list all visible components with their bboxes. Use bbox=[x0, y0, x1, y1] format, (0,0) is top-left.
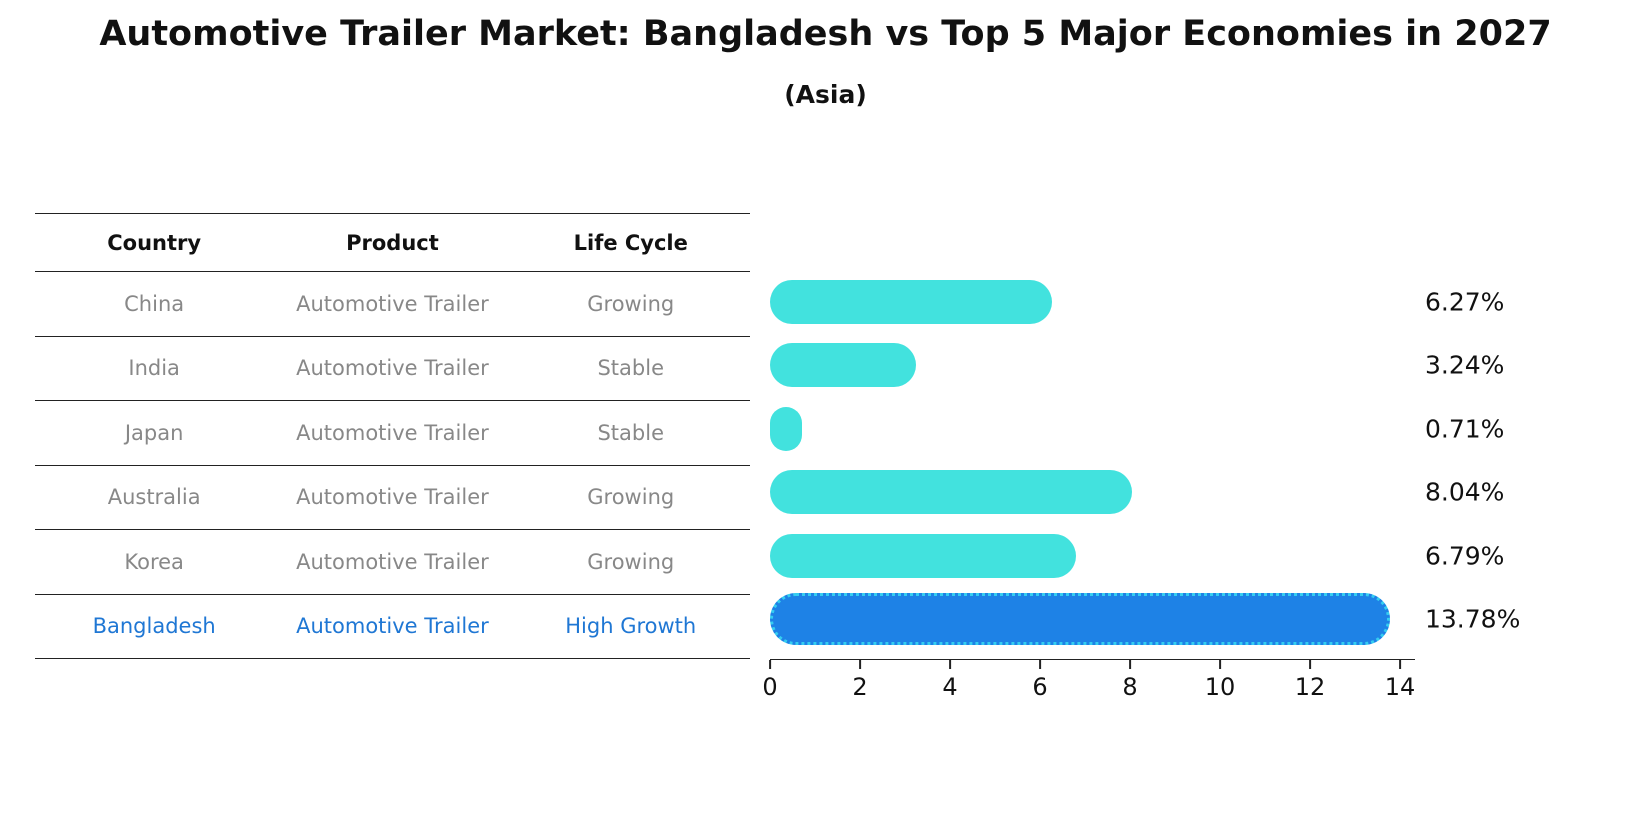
page-subtitle: (Asia) bbox=[784, 80, 867, 109]
table-rows: China Automotive Trailer Growing India Autom… bbox=[35, 272, 750, 659]
value-label-japan: 0.71% bbox=[1425, 414, 1505, 444]
value-label-korea: 6.79% bbox=[1425, 541, 1505, 571]
table-row-australia: Australia Automotive Trailer Growing bbox=[35, 466, 750, 530]
cell-life-cycle: Stable bbox=[597, 420, 664, 445]
cell-product: Automotive Trailer bbox=[296, 549, 489, 574]
chart-row-bangladesh: 13.78% bbox=[770, 588, 1651, 652]
x-axis-tick-label: 4 bbox=[942, 673, 958, 701]
x-axis-tick-label: 2 bbox=[852, 673, 868, 701]
bar-japan bbox=[770, 406, 802, 451]
cell-country: Korea bbox=[124, 549, 184, 574]
x-axis-tick bbox=[769, 660, 771, 669]
x-axis-tick bbox=[859, 660, 861, 669]
cell-country: India bbox=[128, 356, 180, 381]
bar-china bbox=[770, 279, 1053, 324]
cell-life-cycle: Growing bbox=[587, 549, 675, 574]
table-row-bangladesh: Bangladesh Automotive Trailer High Growth bbox=[35, 595, 750, 659]
chart-row-korea: 6.79% bbox=[770, 524, 1651, 588]
x-axis: 0 2 4 6 8 10 12 14 bbox=[762, 659, 1470, 719]
bar-bangladesh bbox=[770, 593, 1391, 646]
market-table: Country Product Life Cycle China Automoti… bbox=[35, 213, 750, 659]
cell-country: Bangladesh bbox=[92, 614, 216, 639]
x-axis-tick-label: 10 bbox=[1204, 673, 1236, 701]
bar-india bbox=[770, 343, 916, 388]
x-axis-tick bbox=[1309, 660, 1311, 669]
chart-row-india: 3.24% bbox=[770, 334, 1651, 398]
table-header-row: Country Product Life Cycle bbox=[35, 213, 750, 272]
page-title: Automotive Trailer Market: Bangladesh vs… bbox=[99, 14, 1552, 54]
cell-product: Automotive Trailer bbox=[296, 485, 489, 510]
x-axis-tick-label: 12 bbox=[1294, 673, 1326, 701]
header-life-cycle: Life Cycle bbox=[573, 230, 688, 255]
cell-country: Japan bbox=[124, 420, 184, 445]
cell-country: China bbox=[124, 291, 185, 316]
cell-product: Automotive Trailer bbox=[296, 420, 489, 445]
x-axis-tick bbox=[1129, 660, 1131, 669]
cell-product: Automotive Trailer bbox=[296, 614, 489, 639]
table-row-india: India Automotive Trailer Stable bbox=[35, 337, 750, 401]
value-label-bangladesh: 13.78% bbox=[1425, 604, 1521, 634]
x-axis-tick-label: 6 bbox=[1032, 673, 1048, 701]
x-axis-tick bbox=[1219, 660, 1221, 669]
header-product: Product bbox=[346, 230, 439, 255]
value-label-china: 6.27% bbox=[1425, 287, 1505, 317]
cell-country: Australia bbox=[107, 485, 201, 510]
x-axis-tick-label: 8 bbox=[1122, 673, 1138, 701]
x-axis-line bbox=[770, 659, 1415, 660]
bar-chart: 6.27% 3.24% 0.71% 8.04% 6.79% 13.78% 0 2 4 6 8 10 1… bbox=[762, 270, 1651, 823]
value-label-india: 3.24% bbox=[1425, 350, 1505, 380]
x-axis-tick bbox=[1399, 660, 1401, 669]
cell-product: Automotive Trailer bbox=[296, 356, 489, 381]
header-country: Country bbox=[107, 230, 202, 255]
bar-australia bbox=[770, 470, 1132, 515]
chart-row-australia: 8.04% bbox=[770, 461, 1651, 525]
x-axis-tick bbox=[1039, 660, 1041, 669]
value-label-australia: 8.04% bbox=[1425, 477, 1505, 507]
bar-korea bbox=[770, 533, 1076, 578]
chart-rows: 6.27% 3.24% 0.71% 8.04% 6.79% 13.78% bbox=[770, 270, 1651, 651]
cell-product: Automotive Trailer bbox=[296, 291, 489, 316]
cell-life-cycle: Stable bbox=[597, 356, 664, 381]
cell-life-cycle: Growing bbox=[587, 485, 675, 510]
x-axis-tick bbox=[949, 660, 951, 669]
chart-row-china: 6.27% bbox=[770, 270, 1651, 334]
cell-life-cycle: Growing bbox=[587, 291, 675, 316]
x-axis-tick-label: 14 bbox=[1384, 673, 1416, 701]
table-row-china: China Automotive Trailer Growing bbox=[35, 272, 750, 337]
chart-row-japan: 0.71% bbox=[770, 397, 1651, 461]
x-axis-tick-label: 0 bbox=[762, 673, 778, 701]
table-row-korea: Korea Automotive Trailer Growing bbox=[35, 530, 750, 595]
table-row-japan: Japan Automotive Trailer Stable bbox=[35, 401, 750, 466]
cell-life-cycle: High Growth bbox=[565, 614, 697, 639]
